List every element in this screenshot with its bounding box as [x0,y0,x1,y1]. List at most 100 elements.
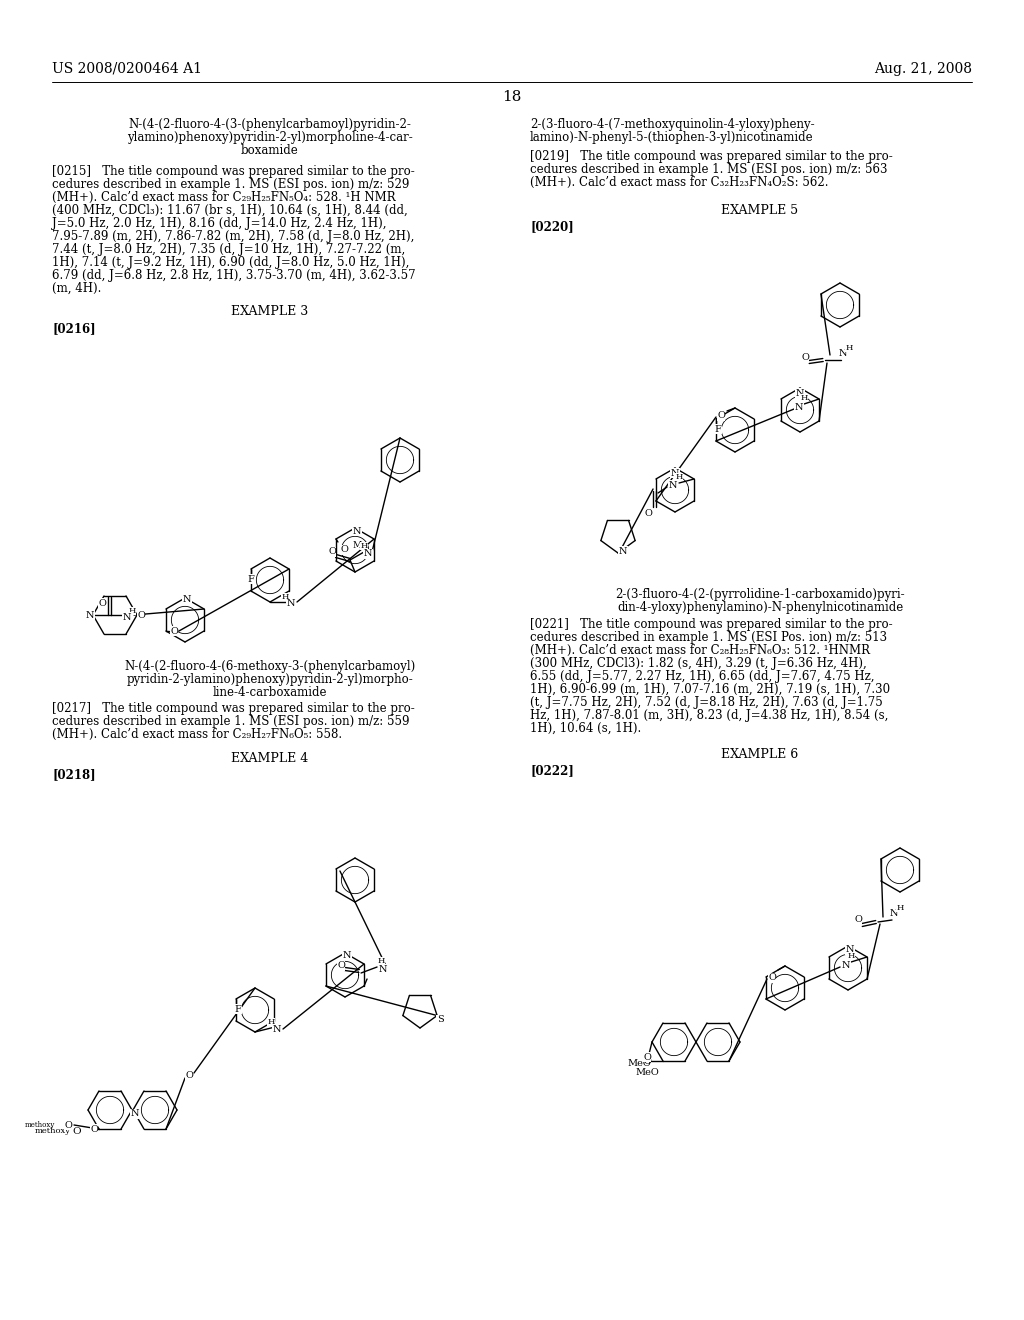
Text: boxamide: boxamide [241,144,299,157]
Text: O: O [98,598,105,607]
Text: N: N [131,1110,139,1118]
Text: EXAMPLE 3: EXAMPLE 3 [231,305,308,318]
Text: 18: 18 [503,90,521,104]
Text: J=5.0 Hz, 2.0 Hz, 1H), 8.16 (dd, J=14.0 Hz, 2.4 Hz, 1H),: J=5.0 Hz, 2.0 Hz, 1H), 8.16 (dd, J=14.0 … [52,216,386,230]
Text: H: H [360,543,368,550]
Text: ylamino)phenoxy)pyridin-2-yl)morpholine-4-car-: ylamino)phenoxy)pyridin-2-yl)morpholine-… [127,131,413,144]
Text: H: H [378,957,385,965]
Text: [0219]   The title compound was prepared similar to the pro-: [0219] The title compound was prepared s… [530,150,893,162]
Text: N: N [182,595,191,605]
Text: (m, 4H).: (m, 4H). [52,282,101,294]
Text: 6.79 (dd, J=6.8 Hz, 2.8 Hz, 1H), 3.75-3.70 (m, 4H), 3.62-3.57: 6.79 (dd, J=6.8 Hz, 2.8 Hz, 1H), 3.75-3.… [52,269,416,282]
Text: O: O [170,627,178,635]
Text: pyridin-2-ylamino)phenoxy)pyridin-2-yl)morpho-: pyridin-2-ylamino)phenoxy)pyridin-2-yl)m… [127,673,414,686]
Text: N: N [795,403,803,412]
Text: din-4-yloxy)phenylamino)-N-phenylnicotinamide: din-4-yloxy)phenylamino)-N-phenylnicotin… [616,601,903,614]
Text: N: N [890,909,898,919]
Text: 2-(3-fluoro-4-(7-methoxyquinolin-4-yloxy)pheny-: 2-(3-fluoro-4-(7-methoxyquinolin-4-yloxy… [530,117,815,131]
Text: 2-(3-fluoro-4-(2-(pyrrolidine-1-carboxamido)pyri-: 2-(3-fluoro-4-(2-(pyrrolidine-1-carboxam… [615,587,905,601]
Text: H: H [846,345,853,352]
Text: 1H), 10.64 (s, 1H).: 1H), 10.64 (s, 1H). [530,722,641,735]
Text: N: N [669,480,677,490]
Text: O: O [185,1071,193,1080]
Text: F: F [715,425,721,433]
Text: S: S [436,1015,443,1024]
Text: H: H [848,952,855,960]
Text: 1H), 7.14 (t, J=9.2 Hz, 1H), 6.90 (dd, J=8.0 Hz, 5.0 Hz, 1H),: 1H), 7.14 (t, J=9.2 Hz, 1H), 6.90 (dd, J… [52,256,410,269]
Text: (MH+). Calc’d exact mass for C₂₉H₂₇FN₆O₅: 558.: (MH+). Calc’d exact mass for C₂₉H₂₇FN₆O₅… [52,729,342,741]
Text: N: N [839,350,847,359]
Text: 1H), 6.90-6.99 (m, 1H), 7.07-7.16 (m, 2H), 7.19 (s, 1H), 7.30: 1H), 6.90-6.99 (m, 1H), 7.07-7.16 (m, 2H… [530,682,890,696]
Text: US 2008/0200464 A1: US 2008/0200464 A1 [52,62,202,77]
Text: N: N [671,469,679,478]
Text: N-(4-(2-fluoro-4-(3-(phenylcarbamoyl)pyridin-2-: N-(4-(2-fluoro-4-(3-(phenylcarbamoyl)pyr… [129,117,412,131]
Text: lamino)-N-phenyl-5-(thiophen-3-yl)nicotinamide: lamino)-N-phenyl-5-(thiophen-3-yl)nicoti… [530,131,814,144]
Text: [0217]   The title compound was prepared similar to the pro-: [0217] The title compound was prepared s… [52,702,415,715]
Text: F: F [248,574,254,583]
Text: (MH+). Calc’d exact mass for C₃₂H₂₃FN₄O₂S: 562.: (MH+). Calc’d exact mass for C₃₂H₂₃FN₄O₂… [530,176,828,189]
Text: EXAMPLE 5: EXAMPLE 5 [722,205,799,216]
Text: (MH+). Calc’d exact mass for C₂₉H₂₅FN₅O₄: 528. ¹H NMR: (MH+). Calc’d exact mass for C₂₉H₂₅FN₅O₄… [52,191,395,205]
Text: EXAMPLE 4: EXAMPLE 4 [231,752,308,766]
Text: line-4-carboxamide: line-4-carboxamide [213,686,328,700]
Text: O: O [137,610,145,619]
Text: [0216]: [0216] [52,322,95,335]
Text: N: N [618,546,628,556]
Text: O: O [643,1056,651,1065]
Text: Hz, 1H), 7.87-8.01 (m, 3H), 8.23 (d, J=4.38 Hz, 1H), 8.54 (s,: Hz, 1H), 7.87-8.01 (m, 3H), 8.23 (d, J=4… [530,709,889,722]
Text: Aug. 21, 2008: Aug. 21, 2008 [874,62,972,77]
Text: (300 MHz, CDCl3): 1.82 (s, 4H), 3.29 (t, J=6.36 Hz, 4H),: (300 MHz, CDCl3): 1.82 (s, 4H), 3.29 (t,… [530,657,866,671]
Text: O: O [337,961,345,970]
Text: Me: Me [353,540,368,549]
Text: MeO: MeO [627,1059,650,1068]
Text: H: H [267,1018,274,1026]
Text: O: O [65,1121,72,1130]
Text: N: N [846,945,854,954]
Text: N: N [379,965,387,974]
Text: (400 MHz, CDCl₃): 11.67 (br s, 1H), 10.64 (s, 1H), 8.44 (dd,: (400 MHz, CDCl₃): 11.67 (br s, 1H), 10.6… [52,205,408,216]
Text: N: N [343,950,351,960]
Text: MeO: MeO [635,1068,658,1077]
Text: H: H [128,607,136,615]
Text: 6.55 (dd, J=5.77, 2.27 Hz, 1H), 6.65 (dd, J=7.67, 4.75 Hz,: 6.55 (dd, J=5.77, 2.27 Hz, 1H), 6.65 (dd… [530,671,874,682]
Text: [0222]: [0222] [530,764,573,777]
Text: cedures described in example 1. MS (ESI Pos. ion) m/z: 513: cedures described in example 1. MS (ESI … [530,631,887,644]
Text: F: F [234,1005,242,1014]
Text: O: O [73,1126,81,1135]
Text: N: N [287,599,295,609]
Text: N: N [123,612,131,622]
Text: EXAMPLE 6: EXAMPLE 6 [721,748,799,762]
Text: methoxy: methoxy [35,1127,71,1135]
Text: 7.95-7.89 (m, 2H), 7.86-7.82 (m, 2H), 7.58 (d, J=8.0 Hz, 2H),: 7.95-7.89 (m, 2H), 7.86-7.82 (m, 2H), 7.… [52,230,415,243]
Text: N: N [364,549,373,558]
Text: O: O [340,545,348,554]
Text: O: O [717,412,725,421]
Text: [0218]: [0218] [52,768,95,781]
Text: H: H [896,904,904,912]
Text: cedures described in example 1. MS (ESI pos. ion) m/z: 563: cedures described in example 1. MS (ESI … [530,162,888,176]
Text: 7.44 (t, J=8.0 Hz, 2H), 7.35 (d, J=10 Hz, 1H), 7.27-7.22 (m,: 7.44 (t, J=8.0 Hz, 2H), 7.35 (d, J=10 Hz… [52,243,406,256]
Text: H: H [676,473,683,480]
Text: N: N [272,1026,282,1035]
Text: N: N [796,388,804,397]
Text: [0215]   The title compound was prepared similar to the pro-: [0215] The title compound was prepared s… [52,165,415,178]
Text: O: O [644,508,652,517]
Text: N: N [842,961,850,969]
Text: O: O [768,974,776,982]
Text: [0220]: [0220] [530,220,573,234]
Text: cedures described in example 1. MS (ESI pos. ion) m/z: 529: cedures described in example 1. MS (ESI … [52,178,410,191]
Text: H: H [282,593,289,601]
Text: [0221]   The title compound was prepared similar to the pro-: [0221] The title compound was prepared s… [530,618,893,631]
Text: O: O [90,1125,98,1134]
Text: methoxy: methoxy [25,1121,55,1129]
Text: cedures described in example 1. MS (ESI pos. ion) m/z: 559: cedures described in example 1. MS (ESI … [52,715,410,729]
Text: O: O [643,1052,651,1061]
Text: H: H [801,393,808,403]
Text: O: O [801,354,809,363]
Text: O: O [854,916,862,924]
Text: N: N [86,610,94,619]
Text: N-(4-(2-fluoro-4-(6-methoxy-3-(phenylcarbamoyl): N-(4-(2-fluoro-4-(6-methoxy-3-(phenylcar… [124,660,416,673]
Text: N: N [352,527,361,536]
Text: (t, J=7.75 Hz, 2H), 7.52 (d, J=8.18 Hz, 2H), 7.63 (d, J=1.75: (t, J=7.75 Hz, 2H), 7.52 (d, J=8.18 Hz, … [530,696,883,709]
Text: (MH+). Calc’d exact mass for C₂₈H₂₅FN₆O₃: 512. ¹HNMR: (MH+). Calc’d exact mass for C₂₈H₂₅FN₆O₃… [530,644,870,657]
